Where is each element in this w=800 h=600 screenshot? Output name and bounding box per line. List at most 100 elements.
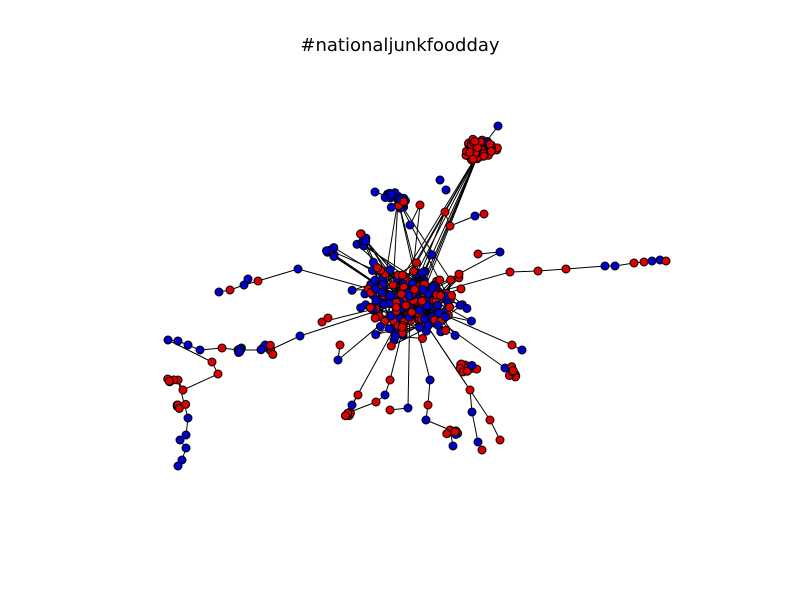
graph-node-red: [486, 146, 496, 156]
graph-node-blue: [427, 250, 437, 260]
graph-edge: [425, 149, 481, 287]
graph-edge: [269, 335, 301, 351]
nodes-layer: [163, 121, 671, 471]
graph-edge: [182, 373, 219, 391]
graph-edge: [177, 379, 189, 419]
graph-node-red: [508, 366, 518, 376]
graph-node-blue: [441, 185, 451, 195]
graph-node-blue: [450, 330, 460, 340]
graph-node-blue: [417, 268, 427, 278]
graph-node-red: [181, 399, 191, 409]
graph-node-red: [440, 207, 450, 217]
graph-node-red: [417, 296, 427, 306]
graph-node-blue: [243, 274, 253, 284]
graph-node-blue: [361, 236, 371, 246]
graph-node-red: [265, 340, 275, 350]
graph-node-blue: [181, 430, 191, 440]
graph-node-blue: [386, 290, 395, 300]
graph-node-blue: [386, 202, 396, 212]
graph-node-blue: [610, 261, 620, 271]
graph-edge: [537, 268, 567, 272]
graph-node-red: [386, 341, 396, 351]
graph-node-red: [450, 427, 460, 437]
graph-node-blue: [405, 220, 415, 230]
graph-node-red: [388, 280, 398, 290]
graph-node-blue: [370, 275, 380, 285]
graph-node-blue: [183, 413, 193, 423]
graph-node-red: [533, 266, 543, 276]
graph-node-blue: [347, 285, 357, 295]
graph-node-blue: [235, 347, 245, 357]
graph-node-red: [370, 313, 380, 323]
graph-node-red: [435, 275, 445, 285]
graph-node-blue: [384, 324, 394, 334]
graph-node-red: [561, 264, 571, 274]
graph-node-red: [399, 197, 409, 207]
graph-node-red: [505, 267, 515, 277]
graph-node-blue: [467, 361, 477, 370]
graph-node-blue: [414, 305, 424, 315]
graph-node-red: [365, 303, 375, 313]
graph-node-red: [445, 221, 455, 231]
graph-node-blue: [181, 443, 191, 453]
graph-node-blue: [423, 320, 433, 330]
graph-node-red: [435, 291, 445, 300]
graph-node-red: [442, 429, 452, 439]
graph-node-red: [485, 415, 495, 425]
graph-edge: [349, 401, 377, 413]
graph-node-red: [465, 385, 475, 395]
graph-node-red: [477, 445, 487, 455]
graph-node-red: [410, 285, 419, 294]
graph-node-blue: [375, 322, 385, 331]
graph-node-red: [479, 209, 489, 219]
graph-node-red: [217, 343, 227, 353]
graph-node-blue: [347, 400, 357, 410]
graph-node-red: [178, 385, 188, 395]
graph-node-blue: [433, 300, 443, 310]
graph-node-red: [397, 322, 407, 332]
graph-node-blue: [600, 261, 610, 271]
graph-node-red: [401, 301, 411, 310]
graph-node-blue: [371, 296, 381, 305]
graph-node-red: [446, 275, 456, 285]
graph-node-blue: [173, 461, 183, 471]
graph-node-blue: [390, 331, 400, 341]
graph-node-red: [391, 302, 401, 312]
graph-node-blue: [163, 335, 173, 345]
graph-node-red: [398, 270, 407, 280]
graph-node-blue: [466, 316, 476, 326]
graph-node-blue: [183, 340, 193, 350]
graph-node-blue: [495, 247, 505, 257]
graph-node-red: [396, 289, 406, 299]
graph-node-red: [485, 139, 495, 149]
graph-node-red: [253, 276, 263, 286]
graph-node-red: [661, 256, 671, 266]
graph-node-blue: [295, 331, 305, 341]
graph-node-red: [441, 326, 451, 335]
graph-node-red: [456, 284, 466, 294]
graph-node-red: [207, 357, 217, 367]
graph-node-red: [639, 257, 649, 267]
graph-node-red: [385, 375, 395, 385]
graph-node-blue: [380, 390, 390, 400]
graph-node-red: [470, 136, 480, 146]
graph-node-red: [423, 400, 433, 410]
graph-node-red: [213, 369, 223, 379]
graph-node-blue: [435, 175, 445, 185]
graph-node-red: [335, 340, 345, 350]
graph-node-red: [371, 397, 381, 407]
graph-node-blue: [403, 403, 413, 413]
graph-node-blue: [427, 283, 437, 293]
graph-node-red: [418, 334, 427, 343]
graph-edge: [509, 270, 539, 273]
graph-node-blue: [293, 264, 303, 274]
graph-node-red: [495, 435, 505, 445]
graph-node-blue: [493, 121, 503, 131]
graph-node-blue: [173, 336, 183, 346]
graph-node-red: [465, 147, 475, 157]
graph-node-red: [385, 405, 395, 415]
graph-node-red: [323, 313, 333, 323]
graph-node-blue: [195, 345, 205, 355]
graph-node-red: [164, 376, 174, 386]
